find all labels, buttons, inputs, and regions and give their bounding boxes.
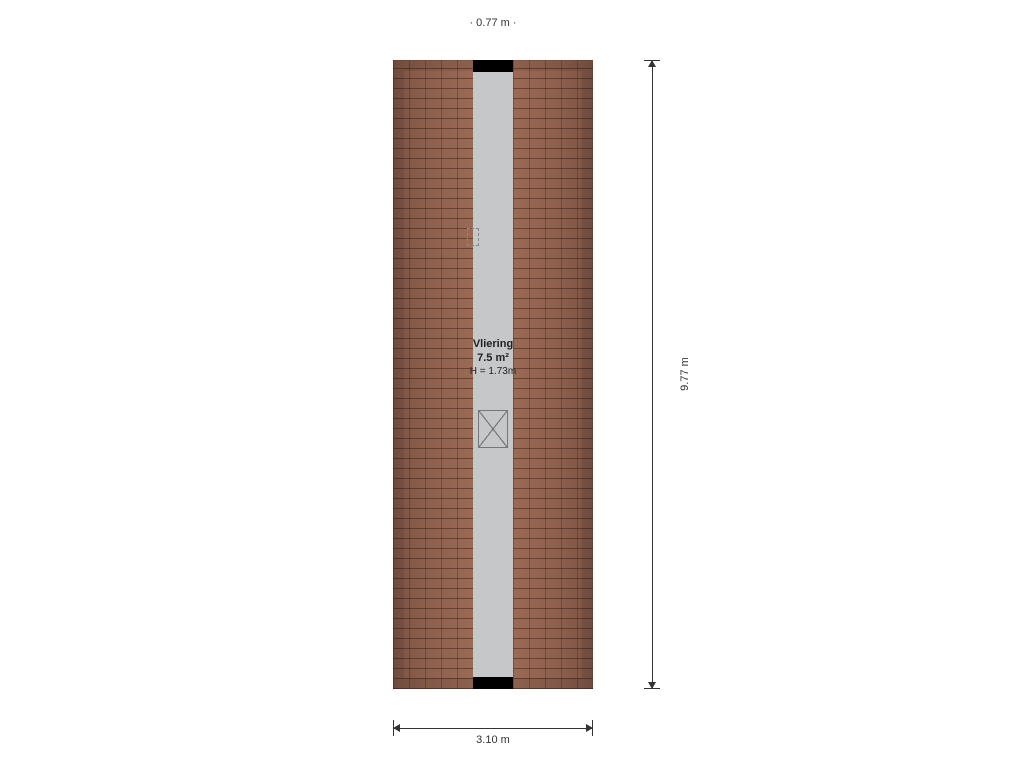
roof-left <box>393 60 473 689</box>
dimension-right-tick-top <box>644 60 660 61</box>
dimension-bottom-tick-right <box>592 720 593 736</box>
room-area: 7.5 m² <box>470 352 516 366</box>
dimension-bottom-line <box>393 728 593 729</box>
dimension-right-line <box>652 60 653 689</box>
dimension-bottom-label: 3.10 m <box>476 734 510 746</box>
dimension-top-label: · 0.77 m · <box>469 17 516 29</box>
dimension-bottom-tick-left <box>393 720 394 736</box>
loft-hatch <box>478 410 508 448</box>
dimension-right-arrow-top <box>648 60 656 67</box>
dimension-right-label: 9.77 m <box>679 357 691 391</box>
floorplan-canvas: · 0.77 m · Vliering 7.5 m² H = 1.73m 3.1… <box>0 0 1024 768</box>
room-label: Vliering 7.5 m² H = 1.73m <box>470 338 516 378</box>
room-name: Vliering <box>470 338 516 352</box>
wall-cap-bottom <box>473 677 513 689</box>
roof-right <box>513 60 593 689</box>
room-height: H = 1.73m <box>470 366 516 379</box>
dimension-bottom-arrow-left <box>393 724 400 732</box>
dimension-right-tick-bottom <box>644 688 660 689</box>
wall-cap-top <box>473 60 513 72</box>
roof-marker-dashed <box>467 228 479 246</box>
